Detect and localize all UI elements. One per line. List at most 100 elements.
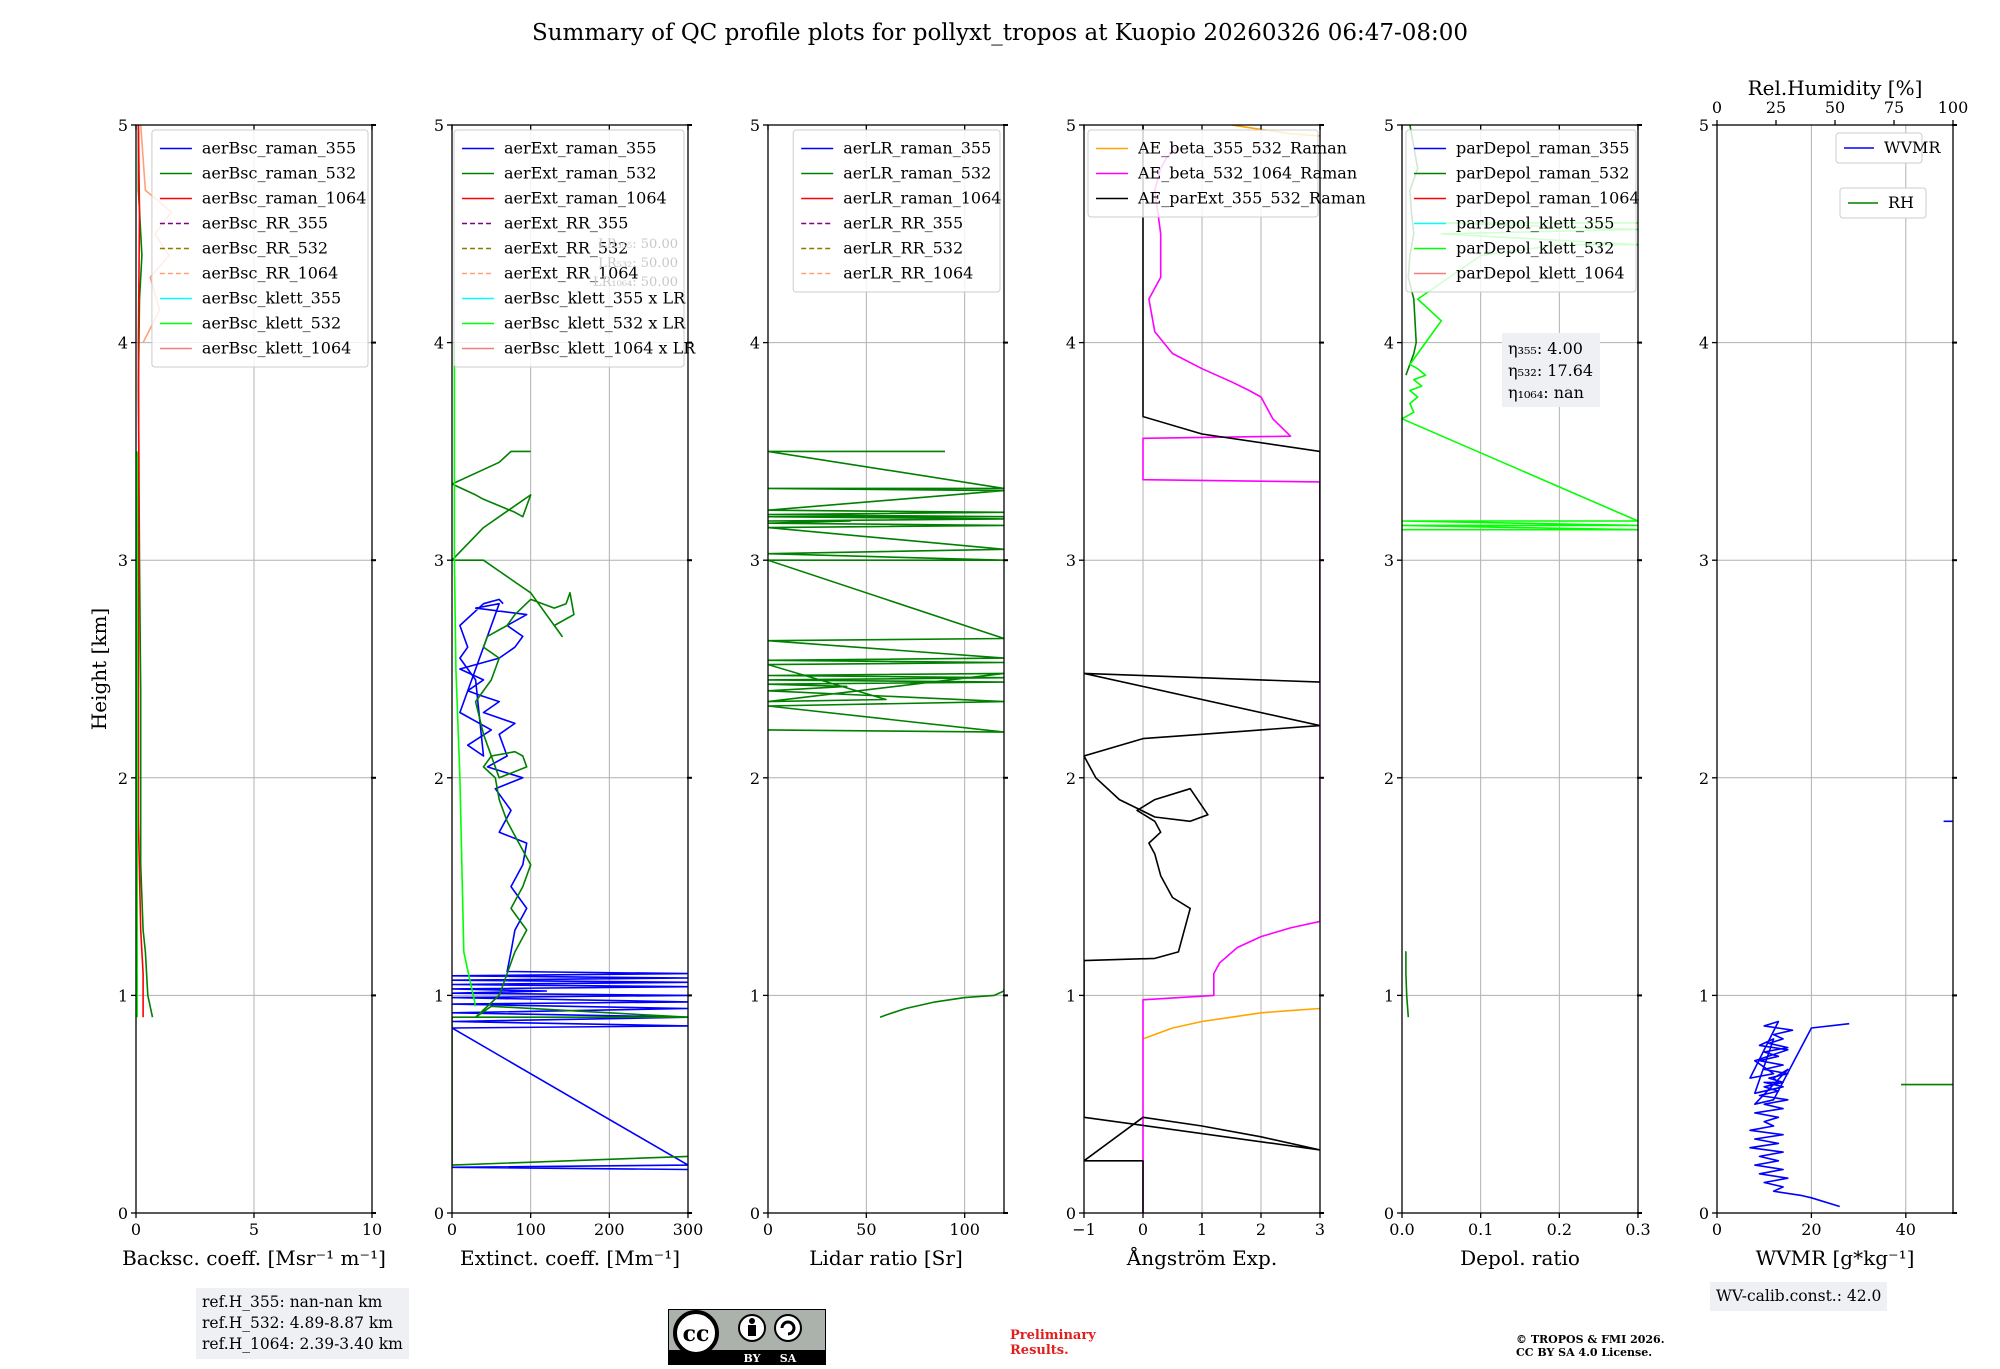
y-tick-label: 4 [750,334,760,353]
y-tick-label: 1 [1066,986,1076,1005]
y-tick-label: 1 [750,986,760,1005]
y-tick-label: 0 [750,1204,760,1223]
y-tick-label: 5 [750,116,760,135]
x-tick-label: 5 [249,1220,259,1239]
x-tick-label: 0.0 [1389,1220,1414,1239]
y-tick-label: 5 [118,116,128,135]
legend-label: aerBsc_klett_1064 x LR [504,339,696,358]
x-axis-label: Depol. ratio [1460,1246,1580,1270]
figure-title: Summary of QC profile plots for pollyxt_… [531,20,1469,46]
eta-annotation-line: η₁₀₆₄: nan [1508,383,1584,402]
legend-label: aerExt_raman_532 [504,164,657,183]
x2-tick-label: 25 [1766,98,1786,117]
y-tick-label: 0 [1384,1204,1394,1223]
legend-label: aerBsc_klett_355 x LR [504,289,686,308]
legend-label: aerBsc_raman_355 [202,139,356,158]
y-tick-label: 5 [434,116,444,135]
legend-label: AE_beta_532_1064_Raman [1137,164,1357,183]
series-group [1749,820,1953,1208]
preliminary-line-1: Preliminary [1010,1328,1096,1343]
series-line [137,125,154,1018]
y-tick-label: 0 [1699,1204,1709,1223]
x-tick-label: 300 [673,1220,704,1239]
legend-label: parDepol_raman_532 [1456,164,1629,183]
y-axis-label: Height [km] [87,608,111,730]
x-tick-label: 100 [515,1220,546,1239]
legend-rh: RH [1839,187,1927,219]
legend-frame [453,129,685,368]
refh-box: ref.H_355: nan-nan km ref.H_532: 4.89-8.… [196,1288,409,1359]
x-tick-label: 0 [763,1220,773,1239]
axes-frame [1716,124,1954,1214]
x-tick-label: 50 [856,1220,876,1239]
cc-license-badge: cc BY SA [667,1308,827,1366]
x-axis-label: Ångström Exp. [1126,1245,1277,1270]
eta-annotation-box [1502,333,1600,407]
series-group [768,450,1004,1018]
x2-axis-label: Rel.Humidity [%] [1748,76,1923,100]
preliminary-line-2: Results. [1010,1343,1069,1358]
copyright-note: © TROPOS & FMI 2026. CC BY SA 4.0 Licens… [1516,1333,1665,1359]
legend-frame [1839,187,1927,219]
legend-label: aerBsc_RR_1064 [202,264,338,283]
legend-label: aerBsc_klett_1064 [202,339,351,358]
legend-label: aerBsc_klett_355 [202,289,341,308]
y-tick-label: 0 [1066,1204,1076,1223]
legend-label: aerBsc_klett_532 x LR [504,314,686,333]
x-tick-label: 0.3 [1625,1220,1650,1239]
y-tick-label: 1 [1699,986,1709,1005]
x2-tick-label: 0 [1712,98,1722,117]
y-tick-label: 1 [118,986,128,1005]
x-tick-label: 2 [1256,1220,1266,1239]
legend-frame [151,129,369,368]
x2-tick-label: 100 [1938,98,1969,117]
x-tick-label: 0 [131,1220,141,1239]
legend-label: aerLR_raman_1064 [843,189,1001,208]
y-tick-label: 2 [750,769,760,788]
legend-label: parDepol_klett_1064 [1456,264,1625,283]
legend-ang: AE_beta_355_532_Raman AE_beta_532_1064_Ra… [1087,129,1366,218]
y-tick-label: 1 [434,986,444,1005]
legend-ext: aerExt_raman_355 aerExt_raman_532 aerExt_r… [453,129,696,368]
series-line [1142,1007,1320,1040]
series-line [453,342,477,1007]
series-line [137,125,144,1018]
axes-frame [1401,124,1639,1214]
y-tick-label: 2 [118,769,128,788]
sa-share-icon [774,1314,802,1342]
legend-label: aerLR_raman_532 [843,164,991,183]
y-tick-label: 4 [1699,334,1709,353]
series-line [1405,951,1410,1018]
legend-lr: aerLR_raman_355 aerLR_raman_532 aerLR_rama… [792,129,1001,293]
lr-annotation-line: LR₃₅₅: 50.00 [598,237,678,252]
y-tick-label: 1 [1384,986,1394,1005]
eta-annotation: η₃₅₅: 4.00 η₅₃₂: 17.64 η₁₀₆₄: nan [1502,333,1600,407]
legend-label: aerExt_raman_1064 [504,189,667,208]
x-tick-label: −1 [1072,1220,1096,1239]
y-tick-label: 5 [1699,116,1709,135]
y-tick-label: 3 [750,551,760,570]
legend-label: aerExt_RR_532 [504,239,628,258]
refh-532: ref.H_532: 4.89-8.87 km [202,1314,393,1332]
legend-label: aerExt_RR_355 [504,214,628,233]
panel-dep: 0.0 0.1 0.2 0.3 0 1 2 3 4 5 Depol. ratio parDepol_r… [1384,116,1651,1270]
y-tick-label: 3 [1699,551,1709,570]
wv-calib-text: WV-calib.const.: 42.0 [1716,1287,1882,1305]
y-tick-label: 2 [1699,769,1709,788]
lr-annotation-line: LR₁₀₆₄: 50.00 [593,275,678,290]
preliminary-note: Preliminary Results. [1010,1328,1096,1358]
legend-label: AE_parExt_355_532_Raman [1137,189,1366,208]
legend-dep: parDepol_raman_355 parDepol_raman_532 parD… [1405,129,1640,293]
legend-label: aerBsc_RR_355 [202,214,328,233]
series-line [879,988,1004,1018]
x-tick-label: 40 [1896,1220,1916,1239]
y-tick-label: 4 [1066,334,1076,353]
y-tick-label: 0 [434,1204,444,1223]
series-line [1142,146,1320,1213]
legend-label: AE_beta_355_532_Raman [1137,139,1347,158]
legend-label: parDepol_raman_355 [1456,139,1629,158]
y-tick-label: 2 [1066,769,1076,788]
y-tick-label: 3 [1384,551,1394,570]
panel-ext: 0 100 200 300 0 1 2 3 4 5 Extinct. coeff. [Mm⁻¹] ae… [434,116,703,1270]
